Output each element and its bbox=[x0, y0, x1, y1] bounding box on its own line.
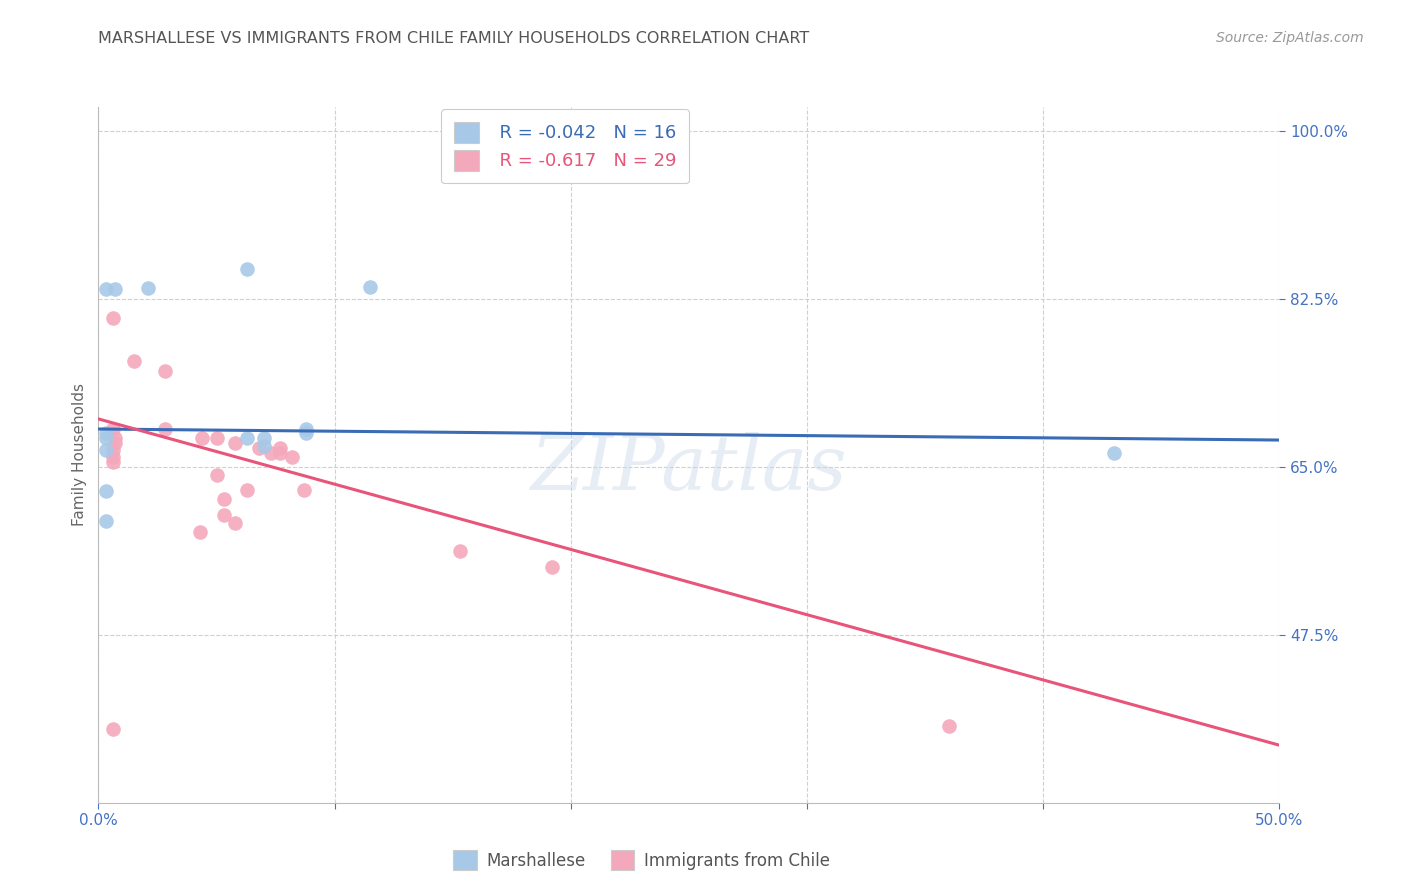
Point bbox=[101, 421, 124, 435]
Point bbox=[94, 431, 117, 445]
Point bbox=[153, 364, 176, 378]
Point bbox=[101, 311, 124, 326]
Point bbox=[94, 282, 117, 296]
Point bbox=[101, 442, 124, 457]
Point bbox=[191, 431, 214, 445]
Point bbox=[122, 354, 145, 368]
Point bbox=[205, 431, 228, 445]
Point bbox=[236, 262, 259, 277]
Text: ZIPatlas: ZIPatlas bbox=[530, 432, 848, 506]
Point bbox=[938, 719, 960, 733]
Point bbox=[153, 421, 176, 435]
Point bbox=[253, 431, 276, 445]
Point bbox=[101, 722, 124, 736]
Point bbox=[281, 450, 304, 465]
Point bbox=[1102, 445, 1125, 459]
Point bbox=[541, 559, 564, 574]
Point bbox=[212, 491, 235, 506]
Point bbox=[101, 455, 124, 469]
Point bbox=[269, 445, 291, 459]
Text: MARSHALLESE VS IMMIGRANTS FROM CHILE FAMILY HOUSEHOLDS CORRELATION CHART: MARSHALLESE VS IMMIGRANTS FROM CHILE FAM… bbox=[98, 31, 810, 46]
Point bbox=[253, 439, 276, 453]
Point bbox=[101, 450, 124, 465]
Point bbox=[188, 525, 211, 540]
Point bbox=[236, 483, 259, 497]
Point bbox=[247, 441, 270, 455]
Point bbox=[212, 508, 235, 522]
Point bbox=[359, 280, 381, 294]
Point bbox=[269, 441, 291, 455]
Point bbox=[94, 442, 117, 457]
Text: Source: ZipAtlas.com: Source: ZipAtlas.com bbox=[1216, 31, 1364, 45]
Point bbox=[260, 445, 283, 459]
Point bbox=[104, 436, 127, 450]
Point bbox=[295, 421, 318, 435]
Point bbox=[292, 483, 315, 497]
Point bbox=[236, 431, 259, 445]
Point bbox=[205, 467, 228, 482]
Point bbox=[94, 426, 117, 441]
Point bbox=[94, 514, 117, 528]
Point bbox=[104, 431, 127, 445]
Point bbox=[136, 281, 159, 295]
Point bbox=[295, 426, 318, 441]
Point bbox=[104, 282, 127, 296]
Point bbox=[94, 483, 117, 498]
Point bbox=[449, 544, 471, 558]
Point bbox=[224, 436, 246, 450]
Y-axis label: Family Households: Family Households bbox=[72, 384, 87, 526]
Legend: Marshallese, Immigrants from Chile: Marshallese, Immigrants from Chile bbox=[444, 842, 838, 878]
Point bbox=[224, 516, 246, 530]
